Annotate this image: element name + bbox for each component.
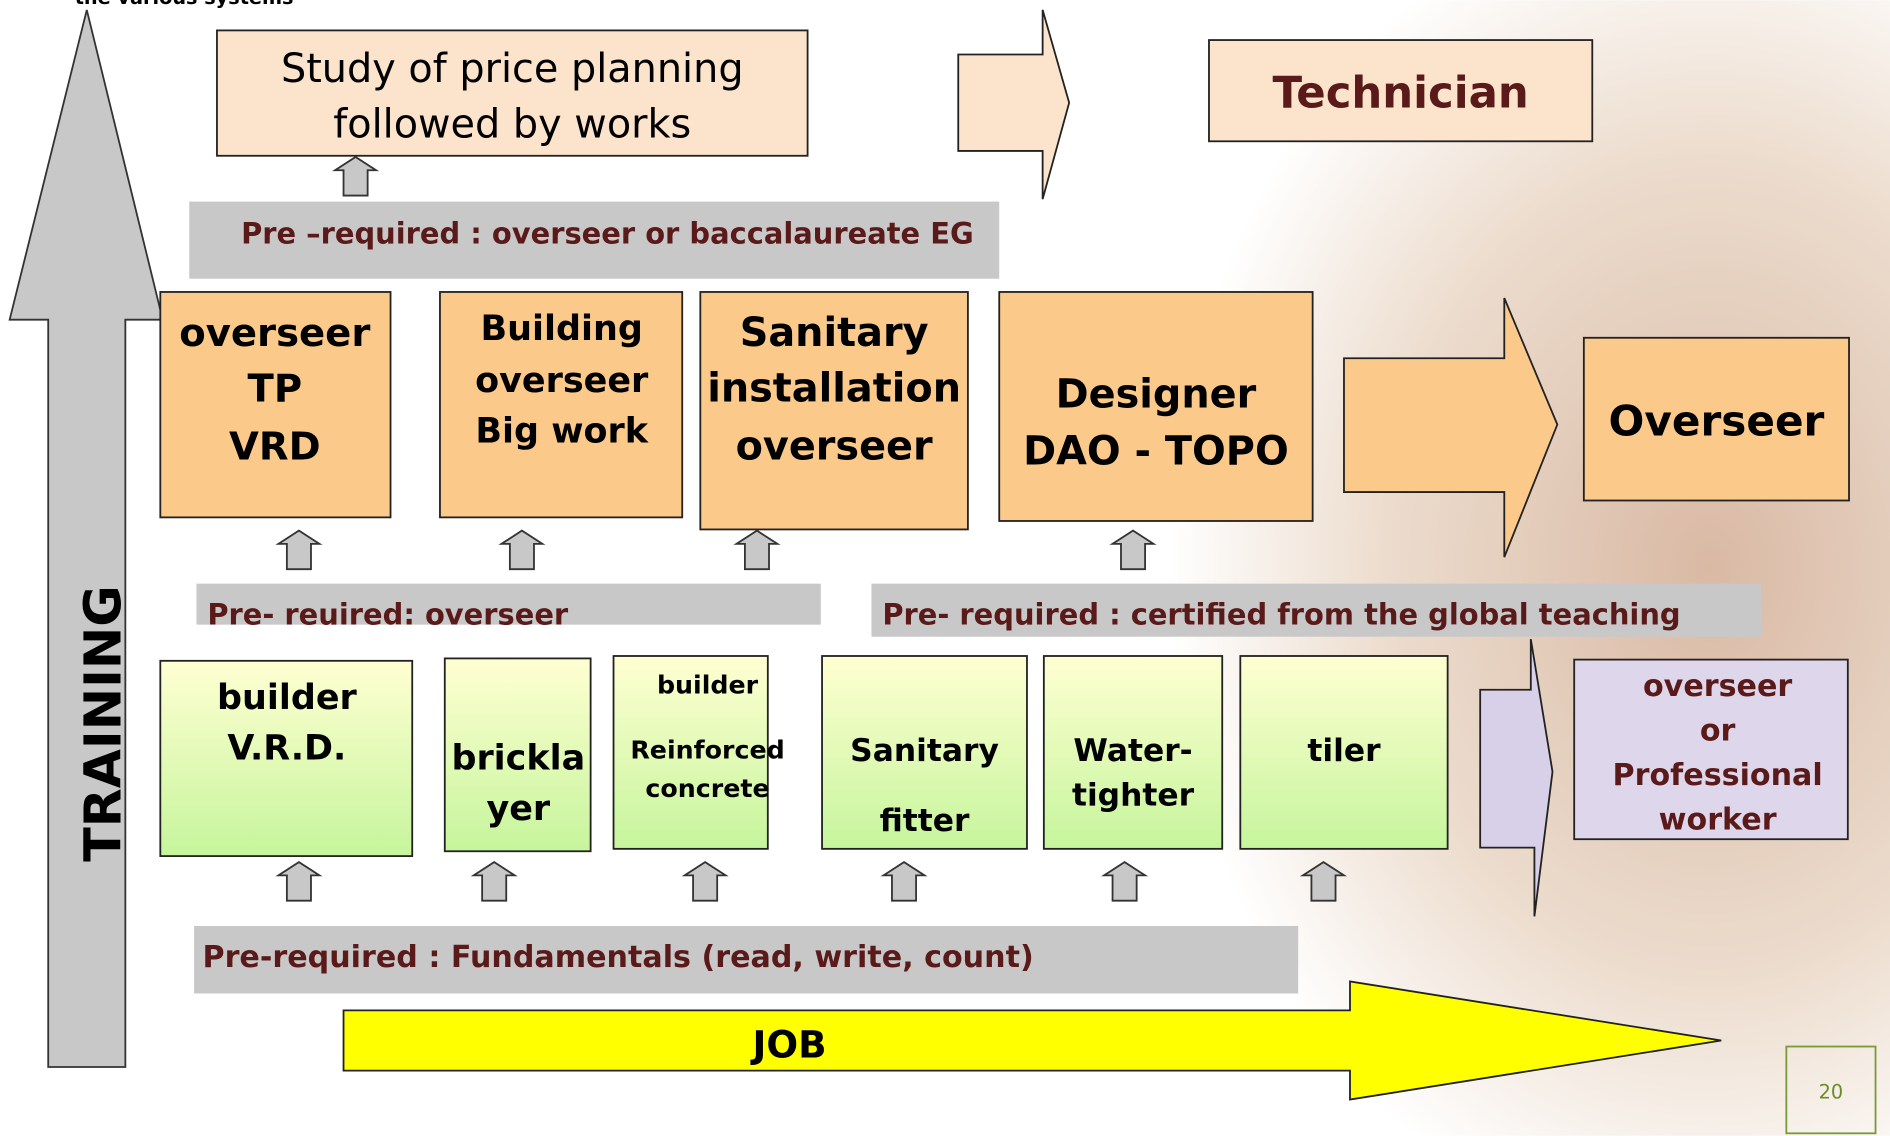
box-text: installation xyxy=(707,366,961,412)
box-text: Professional xyxy=(1613,758,1823,793)
box-text: overseer xyxy=(1643,669,1792,704)
box-text: tiler xyxy=(1307,733,1381,769)
box-text: worker xyxy=(1659,803,1777,838)
prereq-text: Pre- required : certified from the globa… xyxy=(882,598,1680,632)
box-text: Big work xyxy=(475,412,648,452)
box-text: Water- xyxy=(1073,733,1192,769)
box-text: Sanitary xyxy=(740,310,929,356)
page-number: 20 xyxy=(1819,1080,1844,1103)
box-text: builder xyxy=(657,670,759,699)
box-text: tighter xyxy=(1072,777,1195,813)
box-text: Overseer xyxy=(1609,396,1825,445)
box-text: fitter xyxy=(880,803,970,839)
training-label: TRAINING xyxy=(74,585,133,862)
slide: the various systems TRAINING Study of pr… xyxy=(0,0,1890,1136)
box-text: Designer xyxy=(1056,372,1257,418)
prereq-text: Pre- reuired: overseer xyxy=(207,598,569,632)
box-text: followed by works xyxy=(333,102,691,148)
box-text: or xyxy=(1700,713,1736,748)
box-text: Sanitary xyxy=(850,733,999,769)
box-text: TP xyxy=(248,367,303,412)
box-text: overseer xyxy=(736,424,933,470)
box-text: overseer xyxy=(179,311,370,356)
prereq-text: Pre –required : overseer or baccalaureat… xyxy=(241,217,974,251)
box-text: Reinforced xyxy=(630,735,784,764)
box-text: DAO - TOPO xyxy=(1023,428,1289,474)
job-label: JOB xyxy=(749,1022,826,1066)
box-text: Study of price planning xyxy=(281,46,744,92)
box-text: yer xyxy=(486,789,550,829)
header-fragment: the various systems xyxy=(75,0,294,9)
box-text: V.R.D. xyxy=(227,729,346,769)
box-text: concrete xyxy=(645,774,769,803)
box-text: overseer xyxy=(475,361,649,401)
box-text: Building xyxy=(481,309,643,349)
prereq-text: Pre-required : Fundamentals (read, write… xyxy=(203,940,1034,975)
box-text: builder xyxy=(217,678,358,718)
box-text: VRD xyxy=(229,425,321,470)
page: {"header_fragment": "the various systems… xyxy=(0,0,1890,1136)
box-text: Technician xyxy=(1272,69,1528,119)
box-text: brickla xyxy=(451,738,585,778)
